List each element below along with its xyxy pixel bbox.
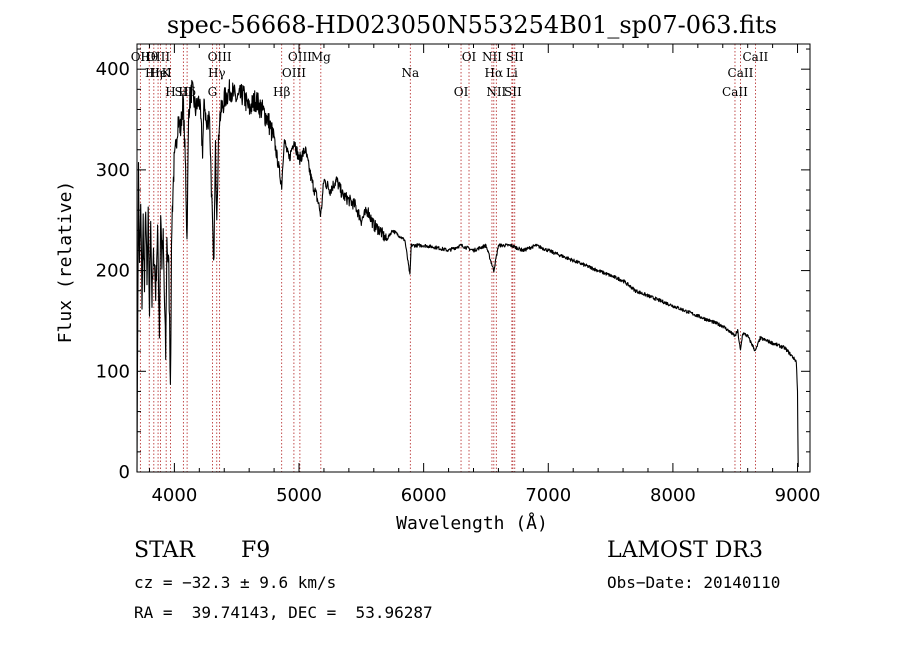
spectral-line-label: Mg	[311, 50, 331, 64]
y-tick-label: 200	[96, 261, 130, 282]
spectral-line-label: Hη	[145, 66, 163, 80]
spectral-line-label: Li	[506, 66, 518, 80]
spectral-line-markers	[139, 44, 756, 472]
flux-series-line	[136, 79, 799, 473]
spectral-line-label: OIII	[146, 50, 170, 64]
spectral-line-label: CaII	[722, 85, 748, 99]
x-tick-label: 5000	[276, 485, 322, 506]
plot-frame	[136, 43, 811, 473]
spectral-line-label: K	[162, 66, 172, 80]
spectral-line-label: SII	[504, 85, 522, 99]
spectral-line-label: SII	[175, 85, 193, 99]
redshift-velocity: cz = −32.3 ± 9.6 km/s	[134, 573, 337, 592]
spectral-line-label: SII	[506, 50, 524, 64]
object-subclass: F9	[241, 538, 271, 563]
survey-name: LAMOST DR3	[607, 538, 763, 563]
chart-title: spec-56668-HD023050N553254B01_sp07-063.f…	[167, 11, 777, 39]
spectral-line-label: NII	[486, 85, 506, 99]
x-tick-label: 8000	[650, 485, 696, 506]
sky-coordinates: RA = 39.74143, DEC = 53.96287	[134, 603, 433, 622]
y-axis-label: Flux (relative)	[55, 181, 76, 344]
spectral-line-label: Hβ	[273, 85, 290, 99]
x-tick-label: 9000	[775, 485, 821, 506]
spectral-line-label: Na	[401, 66, 419, 80]
spectral-line-label: OI	[462, 50, 477, 64]
spectral-line-label: HeI	[149, 66, 172, 80]
x-axis-label: Wavelength (Å)	[396, 512, 548, 534]
spectral-line-label: OIII	[282, 66, 306, 80]
spectral-line-label: Hθ	[140, 50, 158, 64]
observation-date: Obs−Date: 20140110	[607, 573, 781, 592]
y-axis: 0 100 200 300 400	[96, 48, 810, 483]
spectral-line-labels: HθKHδOIIHeISIIOIIIHηHOIIIHγGOIIIOIIIHβMg…	[131, 50, 769, 99]
spectral-line-label: CaII	[728, 66, 754, 80]
x-axis: 4000 5000 6000 7000 8000 9000	[148, 44, 821, 506]
y-tick-label: 400	[96, 59, 130, 80]
spectral-line-label: H	[165, 85, 175, 99]
y-tick-label: 300	[96, 160, 130, 181]
object-class: STAR	[134, 538, 195, 563]
x-tick-label: 7000	[525, 485, 571, 506]
spectral-line-label: G	[208, 85, 218, 99]
x-tick-label: 6000	[401, 485, 447, 506]
spectral-line-label: CaII	[742, 50, 768, 64]
spectral-line-label: NII	[482, 50, 502, 64]
y-tick-label: 0	[119, 462, 130, 483]
x-tick-label: 4000	[151, 485, 197, 506]
spectral-line-label: OIII	[208, 50, 232, 64]
spectral-line-label: Hα	[485, 66, 504, 80]
spectral-line-label: OII	[131, 50, 151, 64]
spectral-line-label: Hγ	[208, 66, 226, 80]
spectral-line-label: OIII	[288, 50, 312, 64]
spectral-line-label: OI	[454, 85, 469, 99]
y-tick-label: 100	[96, 361, 130, 382]
